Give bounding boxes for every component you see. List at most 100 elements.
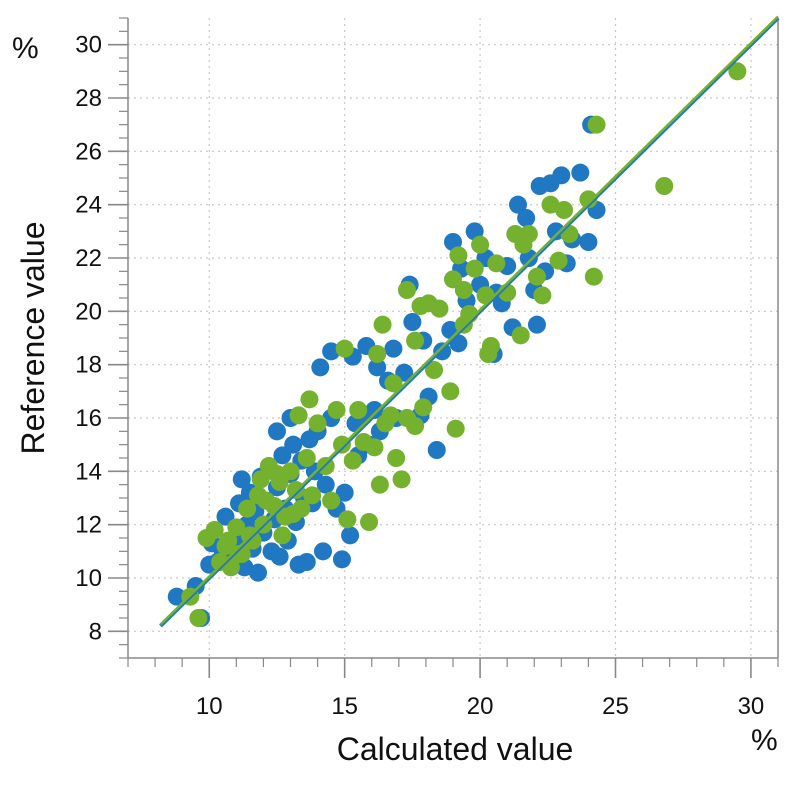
y-tick-label: 22 xyxy=(75,245,102,272)
data-point xyxy=(519,225,538,243)
data-point xyxy=(465,259,484,278)
data-point xyxy=(308,414,327,433)
x-tick-label: 20 xyxy=(467,693,494,720)
y-tick-label: 18 xyxy=(75,352,102,379)
data-point xyxy=(541,195,560,214)
data-point xyxy=(322,342,341,361)
data-point xyxy=(479,345,498,363)
data-point xyxy=(392,470,411,489)
data-point xyxy=(227,518,246,537)
y-tick-label: 14 xyxy=(75,458,102,485)
x-tick-label: 10 xyxy=(196,693,223,720)
data-point xyxy=(257,491,276,510)
y-tick-label: 20 xyxy=(75,298,102,325)
data-point xyxy=(249,563,267,582)
data-point xyxy=(360,513,379,531)
data-point xyxy=(655,177,674,195)
data-point xyxy=(387,449,406,467)
data-point xyxy=(381,406,400,425)
y-tick-label: 26 xyxy=(75,138,102,165)
data-point xyxy=(579,190,598,209)
data-point xyxy=(232,470,251,489)
data-point xyxy=(471,235,490,254)
y-tick-label: 28 xyxy=(75,85,102,112)
series-2 xyxy=(181,62,747,627)
tick-labels: 8 10 12 14 16 18 20 22 24 26 28 30 10 15 20 25 30 xyxy=(75,32,764,720)
data-point xyxy=(289,406,308,425)
data-point xyxy=(219,531,238,550)
data-point xyxy=(579,233,598,251)
data-point xyxy=(267,422,286,441)
data-point xyxy=(571,163,590,182)
data-point xyxy=(527,267,546,286)
data-point xyxy=(449,246,468,265)
data-point xyxy=(552,166,571,185)
data-point xyxy=(284,505,303,523)
x-tick-label: 15 xyxy=(331,693,358,720)
data-point xyxy=(441,382,460,401)
data-point xyxy=(728,62,747,81)
data-point xyxy=(267,465,286,483)
data-point xyxy=(533,286,552,305)
data-point xyxy=(332,550,351,569)
y-tick-label: 12 xyxy=(75,512,102,539)
data-point xyxy=(527,315,546,334)
y-tick-label: 24 xyxy=(75,192,102,219)
data-point xyxy=(297,449,316,467)
data-point xyxy=(406,417,425,435)
data-point xyxy=(368,358,387,377)
data-point xyxy=(584,267,603,286)
data-point xyxy=(311,358,330,377)
data-point xyxy=(341,526,360,545)
data-point xyxy=(365,438,384,457)
data-point xyxy=(335,483,354,502)
data-point xyxy=(368,345,387,363)
y-tick-label: 8 xyxy=(89,618,102,645)
data-point xyxy=(273,526,292,545)
data-point xyxy=(167,587,186,606)
data-point xyxy=(555,201,574,219)
grid xyxy=(128,18,778,658)
data-point xyxy=(430,299,449,318)
data-point xyxy=(316,475,335,494)
data-point xyxy=(270,547,289,566)
fit-lines xyxy=(159,15,780,628)
x-axis-title: Calculated value xyxy=(337,731,574,767)
data-point xyxy=(454,281,473,299)
x-tick-label: 30 xyxy=(738,693,765,720)
data-point xyxy=(384,374,403,393)
y-tick-label: 10 xyxy=(75,565,102,592)
data-point xyxy=(406,331,425,350)
data-point xyxy=(322,491,341,510)
data-point xyxy=(425,361,444,379)
y-tick-label: 30 xyxy=(75,32,102,59)
data-point xyxy=(414,398,433,417)
data-point xyxy=(343,451,362,470)
data-point xyxy=(509,195,527,214)
data-point xyxy=(511,326,530,345)
data-point xyxy=(327,401,346,419)
data-point xyxy=(427,441,446,459)
data-point xyxy=(487,254,506,273)
data-point xyxy=(297,553,316,571)
fit-line-green xyxy=(159,15,779,626)
data-point xyxy=(338,510,357,529)
data-point xyxy=(303,486,322,505)
data-point xyxy=(370,475,389,494)
data-point xyxy=(189,609,208,627)
data-point xyxy=(373,315,392,334)
data-point xyxy=(251,470,270,489)
x-tick-label: 25 xyxy=(602,693,629,720)
data-point xyxy=(349,401,368,419)
y-tick-label: 16 xyxy=(75,405,102,432)
data-point xyxy=(397,281,416,299)
data-series xyxy=(167,62,747,627)
data-point xyxy=(335,339,354,358)
data-point xyxy=(587,115,606,134)
data-point xyxy=(205,521,224,539)
data-point xyxy=(546,222,565,241)
data-point xyxy=(281,462,300,481)
tick-marks xyxy=(108,17,779,678)
data-point xyxy=(517,209,536,227)
